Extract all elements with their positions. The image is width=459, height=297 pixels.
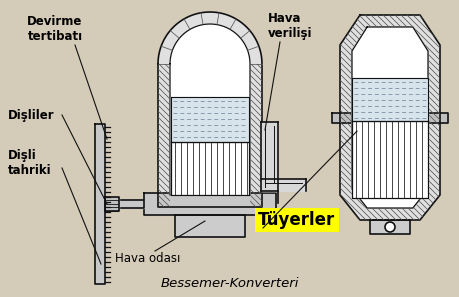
Text: Devirme
tertibatı: Devirme tertibatı <box>27 15 83 43</box>
Text: Hava
verilişi: Hava verilişi <box>268 12 312 40</box>
Polygon shape <box>157 12 262 207</box>
Polygon shape <box>171 97 248 142</box>
Polygon shape <box>369 220 409 234</box>
Polygon shape <box>260 179 305 191</box>
Polygon shape <box>174 215 245 237</box>
Text: Bessemer-Konverteri: Bessemer-Konverteri <box>161 277 298 290</box>
Polygon shape <box>114 200 144 208</box>
Polygon shape <box>351 121 427 198</box>
Polygon shape <box>351 27 427 208</box>
Polygon shape <box>170 24 249 195</box>
Polygon shape <box>95 124 105 284</box>
Polygon shape <box>351 27 427 208</box>
Polygon shape <box>105 197 119 211</box>
Polygon shape <box>339 15 439 220</box>
Polygon shape <box>260 122 277 191</box>
Text: Hava odası: Hava odası <box>115 252 180 265</box>
Polygon shape <box>351 78 427 121</box>
Text: Dişliler: Dişliler <box>8 108 55 121</box>
Text: Dişli
tahriki: Dişli tahriki <box>8 149 51 177</box>
Polygon shape <box>171 142 248 195</box>
Polygon shape <box>331 113 447 122</box>
Text: Tüyerler: Tüyerler <box>257 211 335 229</box>
Circle shape <box>384 222 394 232</box>
Polygon shape <box>144 193 275 215</box>
